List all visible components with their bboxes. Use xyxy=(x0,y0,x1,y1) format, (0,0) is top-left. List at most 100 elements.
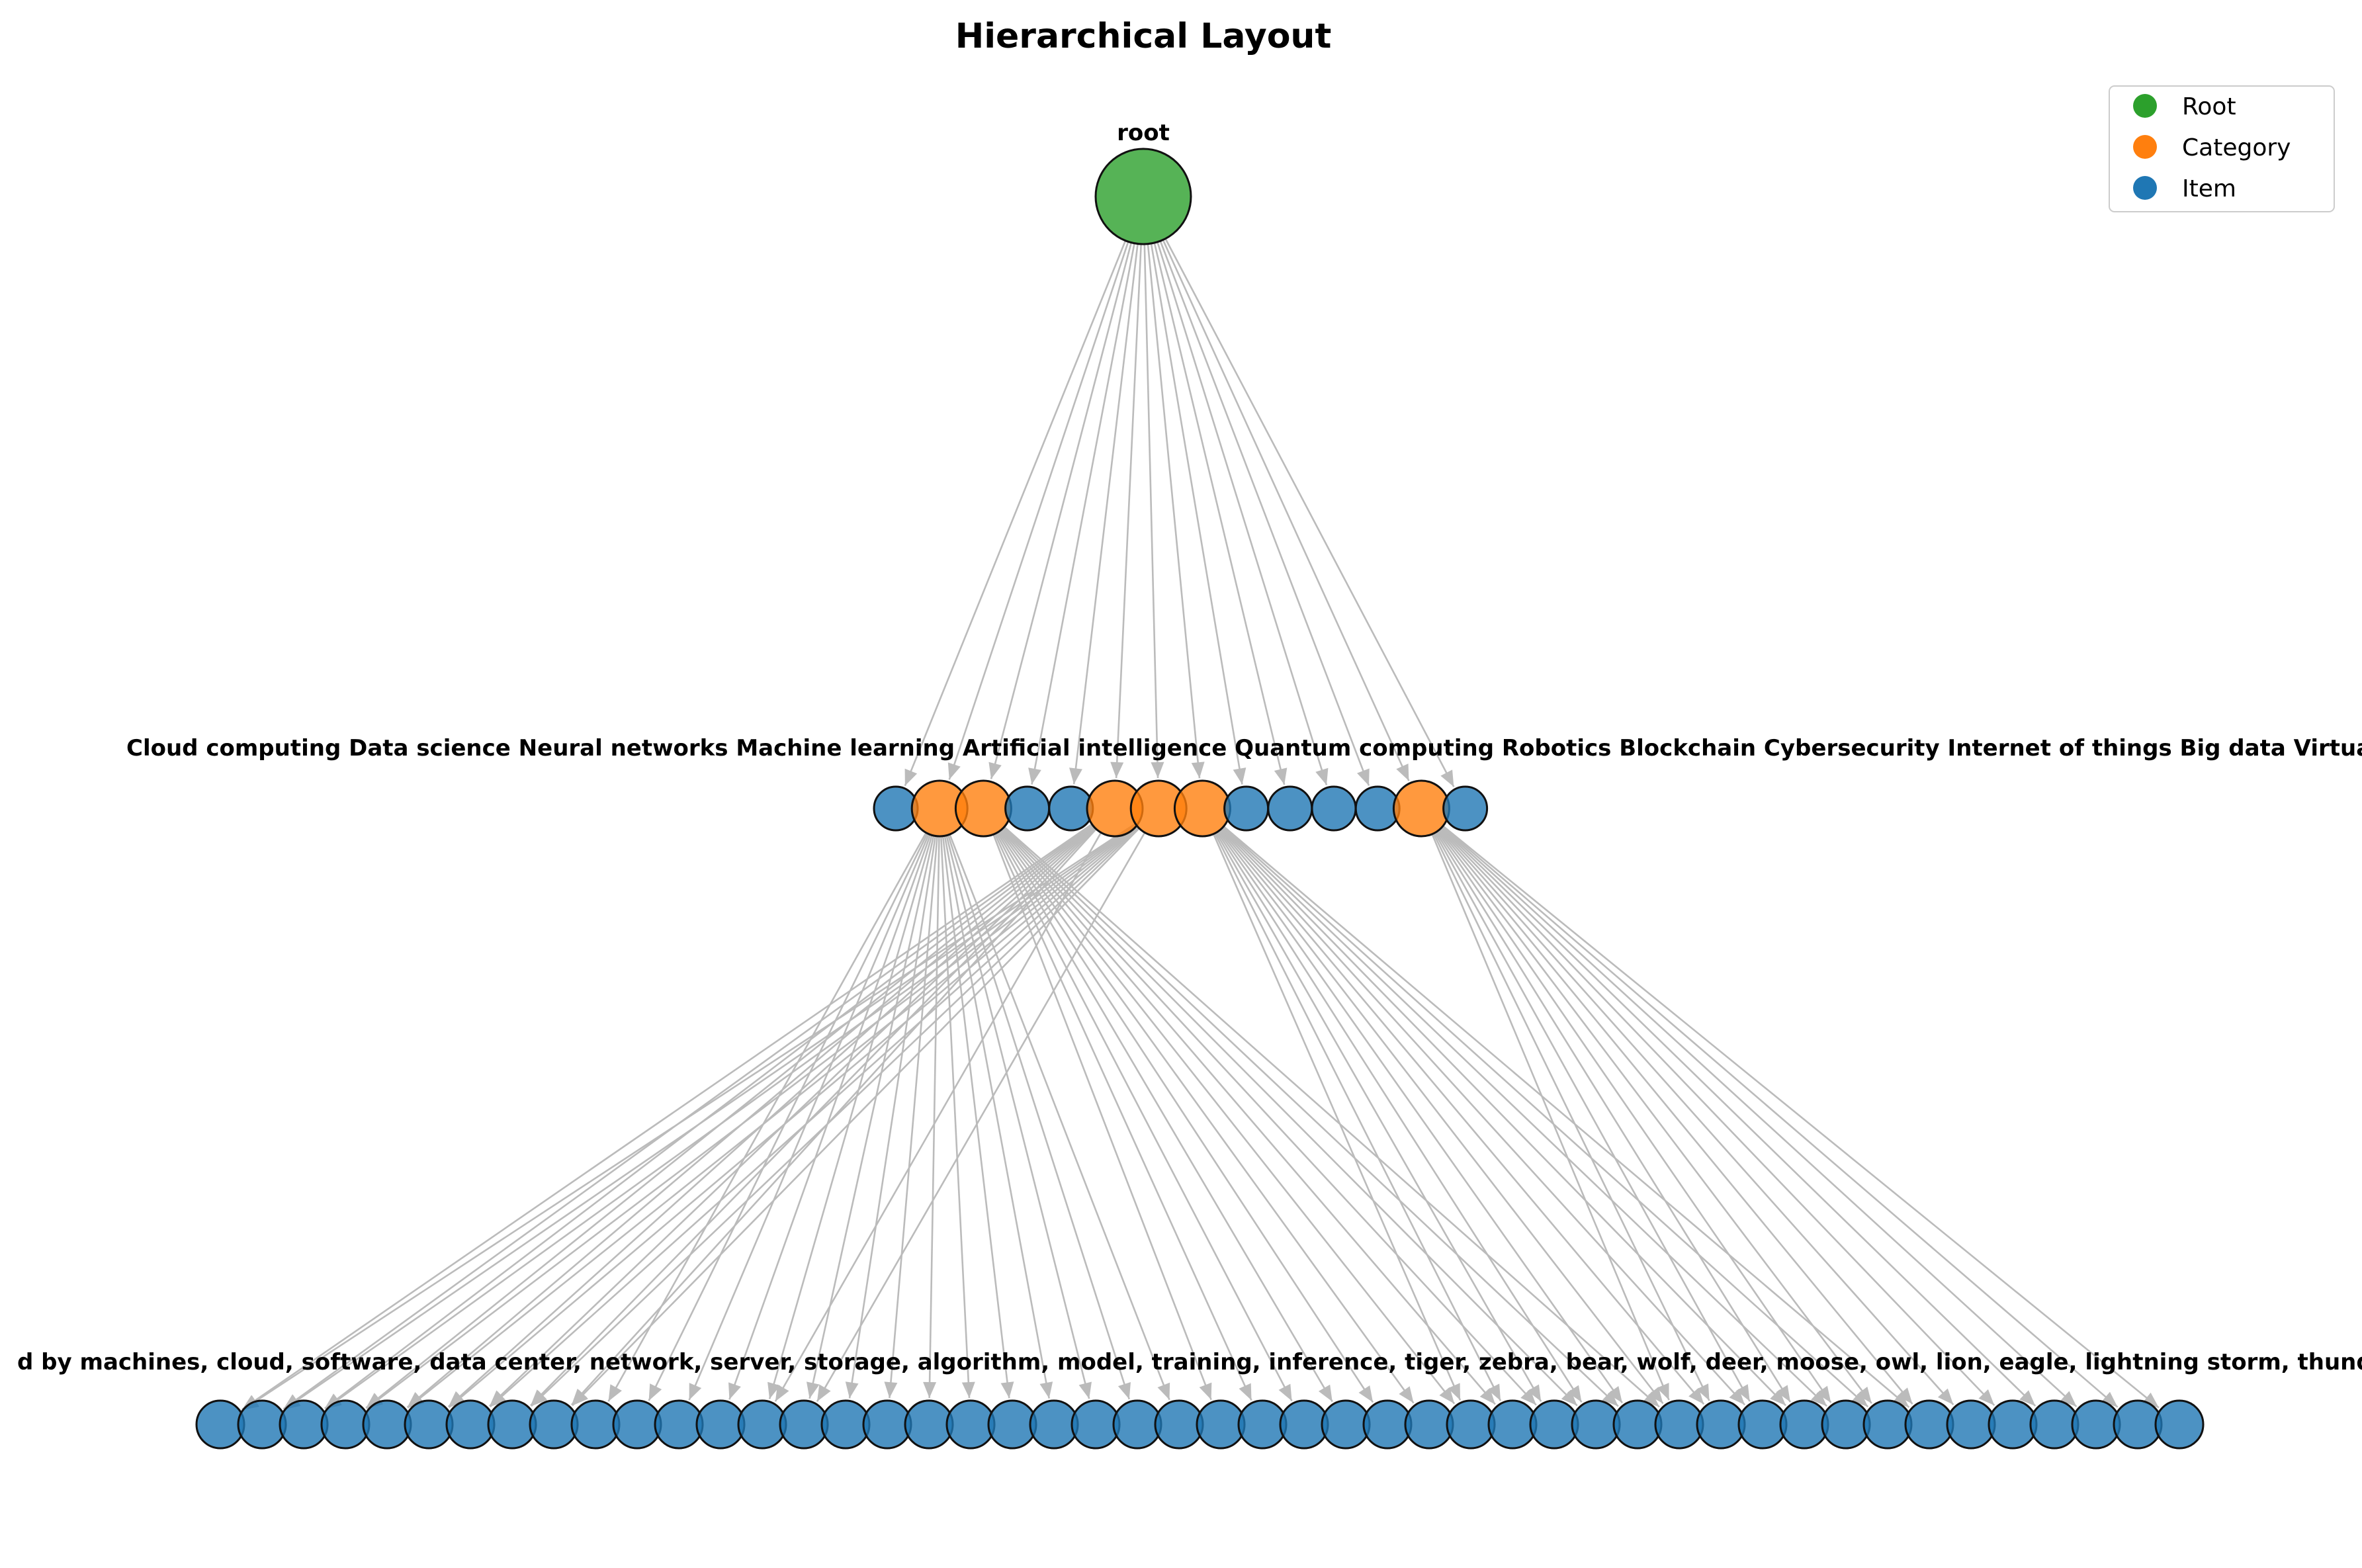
edge-l1-7-to-l2-41 xyxy=(1223,826,1910,1409)
level2-item-node xyxy=(1571,1399,1621,1450)
edge-l1-2-to-l2-30 xyxy=(1000,830,1456,1405)
edge-root-to-l1-4-arrowhead xyxy=(1069,767,1082,785)
level2-item-node xyxy=(487,1399,537,1450)
level2-item-node xyxy=(987,1399,1037,1450)
labels-layer: root Cloud computing Data science Neural … xyxy=(17,120,2362,1375)
edge-root-to-l1-5 xyxy=(1115,243,1142,779)
edge-l1-1-to-l2-13 xyxy=(768,834,933,1399)
level2-item-node xyxy=(1612,1399,1663,1450)
edge-l1-1-to-l2-19-arrowhead xyxy=(1000,1381,1014,1399)
edge-l1-1-to-l2-16 xyxy=(889,836,938,1399)
level2-item-node xyxy=(1071,1399,1121,1450)
edge-l1-12-to-l2-36 xyxy=(1432,833,1710,1401)
edge-l1-12-to-l2-47 xyxy=(1442,825,2160,1409)
level2-item-node xyxy=(237,1399,287,1450)
legend-label-item: Item xyxy=(2182,175,2236,202)
legend: Root Category Item xyxy=(2109,85,2335,212)
edge-root-to-l1-2 xyxy=(990,242,1133,779)
edge-l1-12-to-l2-40-arrowhead xyxy=(1857,1386,1872,1404)
edge-root-to-l1-6-arrowhead xyxy=(1151,762,1164,779)
edge-root-to-l1-3 xyxy=(1031,243,1135,785)
edge-l1-2-to-l2-29 xyxy=(998,830,1415,1404)
legend-label-category: Category xyxy=(2182,134,2291,161)
edge-root-to-l1-0-arrowhead xyxy=(904,768,918,786)
level1-labels: Cloud computing Data science Neural netw… xyxy=(126,735,2362,762)
edge-l1-5-to-l2-0 xyxy=(241,823,1093,1411)
edge-l1-12-to-l2-45 xyxy=(1441,826,2078,1407)
level2-item-node xyxy=(1821,1399,1871,1450)
nodes-layer xyxy=(195,148,2205,1450)
level2-item-node xyxy=(1529,1399,1579,1450)
level1-category-node xyxy=(1392,779,1450,838)
edge-root-to-l1-5-arrowhead xyxy=(1110,762,1124,779)
level2-item-node xyxy=(362,1399,412,1450)
edge-l1-7-to-l2-40-arrowhead xyxy=(1851,1391,1868,1407)
edge-root-to-l1-9 xyxy=(1153,242,1286,785)
edge-l1-7-to-l2-35 xyxy=(1219,830,1664,1405)
level2-item-node xyxy=(1029,1399,1079,1450)
level2-item-node xyxy=(1154,1399,1204,1450)
legend-marker-category xyxy=(2133,135,2157,159)
level2-item-node xyxy=(1862,1399,1913,1450)
edge-l1-1-to-l2-23-arrowhead xyxy=(1157,1382,1170,1400)
edge-l1-7-to-l2-41-arrowhead xyxy=(1892,1391,1909,1408)
edge-l1-2-to-l2-24 xyxy=(992,834,1212,1401)
edge-l1-12-to-l2-39-arrowhead xyxy=(1816,1385,1831,1403)
edge-l1-6-to-l2-14-arrowhead xyxy=(816,1384,831,1402)
edge-root-to-l1-13 xyxy=(1164,238,1455,787)
level2-item-node xyxy=(320,1399,371,1450)
edge-l1-7-to-l2-34-arrowhead xyxy=(1607,1385,1622,1403)
level1-item-node xyxy=(1311,785,1357,832)
edge-l1-6-to-l2-8 xyxy=(572,828,1140,1407)
edge-root-to-l1-7-arrowhead xyxy=(1191,762,1205,779)
edge-l1-6-to-l2-1 xyxy=(283,823,1137,1411)
level2-item-node xyxy=(612,1399,662,1450)
level2-item-node xyxy=(1988,1399,2038,1450)
edge-l1-1-to-l2-14-arrowhead xyxy=(807,1381,820,1399)
edge-l1-12-to-l2-37-arrowhead xyxy=(1736,1384,1750,1402)
edge-l1-2-to-l2-25-arrowhead xyxy=(1239,1383,1252,1401)
edge-root-to-l1-10-arrowhead xyxy=(1315,767,1329,785)
legend-box xyxy=(2109,85,2335,212)
level2-item-node xyxy=(1737,1399,1788,1450)
edge-l1-2-to-l2-29-arrowhead xyxy=(1399,1386,1414,1403)
level2-item-node xyxy=(945,1399,996,1450)
edge-l1-2-to-l2-35 xyxy=(1003,826,1660,1408)
edge-l1-12-to-l2-41 xyxy=(1438,829,1913,1405)
edge-l1-1-to-l2-20-arrowhead xyxy=(1039,1381,1053,1399)
edge-l1-12-to-l2-38-arrowhead xyxy=(1776,1385,1790,1403)
level1-category-node xyxy=(954,779,1012,838)
edge-l1-2-to-l2-35-arrowhead xyxy=(1643,1391,1660,1407)
legend-marker-item xyxy=(2133,176,2157,200)
edge-l1-12-to-l2-41-arrowhead xyxy=(1897,1387,1913,1405)
edge-l1-7-to-l2-32 xyxy=(1215,832,1542,1402)
edge-l1-12-to-l2-38 xyxy=(1435,831,1791,1403)
edge-l1-1-to-l2-10-arrowhead xyxy=(648,1383,662,1401)
edge-l1-12-to-l2-43 xyxy=(1440,828,1995,1407)
edge-root-to-l1-12 xyxy=(1162,240,1410,781)
edge-l1-2-to-l2-27-arrowhead xyxy=(1318,1384,1333,1402)
level2-item-node xyxy=(1404,1399,1454,1450)
edge-root-to-l1-10 xyxy=(1157,241,1328,786)
level1-item-node xyxy=(1267,785,1313,832)
edge-l1-2-to-l2-32 xyxy=(1001,828,1537,1406)
edge-l1-12-to-l2-44-arrowhead xyxy=(2019,1390,2036,1407)
level2-item-node xyxy=(404,1399,454,1450)
level2-item-node xyxy=(1112,1399,1162,1450)
edge-l1-1-to-l2-21-arrowhead xyxy=(1078,1381,1092,1399)
edge-l1-7-to-l2-40 xyxy=(1222,826,1869,1408)
edge-l1-1-to-l2-11-arrowhead xyxy=(689,1383,702,1401)
edge-l1-5-to-l2-13 xyxy=(774,832,1102,1402)
edge-l1-6-to-l2-3 xyxy=(366,824,1137,1409)
edge-l1-7-to-l2-39 xyxy=(1221,827,1828,1407)
level1-category-node xyxy=(1173,779,1231,838)
edge-l1-1-to-l2-20 xyxy=(943,836,1050,1399)
edge-l1-1-to-l2-12 xyxy=(728,834,932,1400)
level2-item-node xyxy=(1779,1399,1829,1450)
edge-l1-7-to-l2-31-arrowhead xyxy=(1487,1383,1501,1401)
edge-l1-12-to-l2-44 xyxy=(1440,827,2036,1407)
edge-l1-1-to-l2-15-arrowhead xyxy=(845,1381,859,1399)
edge-l1-12-to-l2-42 xyxy=(1439,828,1954,1406)
legend-marker-root xyxy=(2133,94,2157,118)
edge-l1-7-to-l2-36-arrowhead xyxy=(1688,1387,1704,1405)
